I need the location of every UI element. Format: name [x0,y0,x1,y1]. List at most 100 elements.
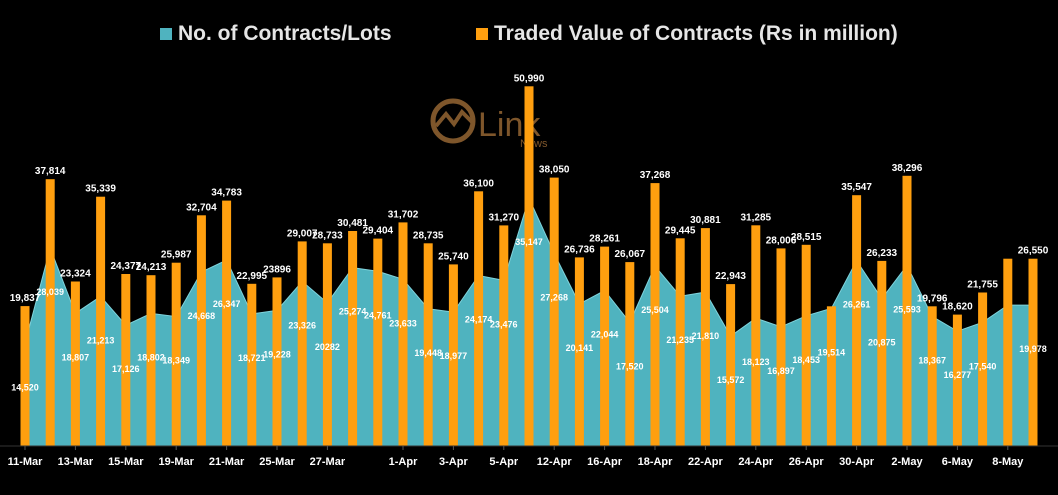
x-tick-label: 19-Mar [158,456,194,468]
traded-value-data-label: 22,943 [715,271,746,282]
traded-value-data-label: 30,881 [690,215,721,226]
legend-swatch-traded-value [476,28,488,40]
contracts-data-label: 20,875 [868,338,896,348]
x-tick-label: 11-Mar [8,456,44,468]
traded-value-data-label: 38,050 [539,165,570,176]
legend-label-traded-value: Traded Value of Contracts (Rs in million… [494,22,898,45]
traded-value-bar [625,262,635,446]
traded-value-data-label: 19,796 [917,293,948,304]
x-tick-label: 21-Mar [209,456,245,468]
traded-value-data-label: 31,270 [489,212,520,223]
traded-value-bar [1003,258,1013,446]
x-tick-label: 24-Apr [738,456,774,468]
traded-value-data-label: 24,213 [136,262,167,273]
x-tick-label: 5-Apr [489,456,518,468]
traded-value-bar [700,228,710,446]
traded-value-bar [70,281,80,446]
traded-value-bar [927,306,937,446]
contracts-data-label: 21,213 [87,335,115,345]
traded-value-bar [826,306,836,446]
traded-value-bar [549,177,559,446]
traded-value-data-label: 19,837 [10,293,41,304]
traded-value-bar [675,238,685,446]
traded-value-data-label: 34,783 [211,188,242,199]
contracts-data-label: 21,235 [666,335,694,345]
traded-value-data-label: 35,339 [85,184,116,195]
x-tick-label: 26-Apr [789,456,825,468]
contracts-data-label: 28,039 [36,287,64,297]
traded-value-data-label: 26,067 [615,249,646,260]
contracts-data-label: 24,668 [188,311,216,321]
traded-value-data-label: 26,736 [564,244,595,255]
traded-value-data-label: 25,740 [438,251,469,262]
contracts-data-label: 26,347 [213,299,241,309]
traded-value-data-label: 37,814 [35,166,66,177]
traded-value-bar [801,244,811,446]
contracts-data-label: 18,367 [918,355,946,365]
traded-value-data-label: 22,995 [237,271,268,282]
contracts-data-label: 15,572 [717,375,745,385]
traded-value-bar [978,292,988,446]
x-axis: 11-Mar 13-Mar 15-Mar 19-Mar 21-Mar 25-Mar 27-M… [0,445,1058,468]
traded-value-data-label: 29,007 [287,228,318,239]
traded-value-bar [499,225,509,446]
contracts-data-label: 18,721 [238,353,266,363]
traded-value-bar [45,179,55,446]
contracts-data-label: 27,268 [540,293,568,303]
x-tick-label: 15-Mar [108,456,144,468]
traded-value-bar [474,191,484,446]
traded-value-data-label: 50,990 [514,73,545,84]
contracts-data-label: 19,448 [414,348,442,358]
traded-value-bar [222,200,232,446]
contracts-data-label: 19,514 [818,347,846,357]
contracts-data-label: 20,141 [566,343,594,353]
watermark-zigzag [434,108,474,128]
traded-value-data-label: 21,755 [967,280,998,291]
contracts-data-label: 18,977 [440,351,468,361]
traded-value-bar [423,243,433,446]
contracts-data-label: 23,633 [389,318,417,328]
traded-value-bar [171,262,181,446]
contracts-data-label: 22,044 [591,330,619,340]
traded-value-bar [196,215,206,446]
contracts-data-label: 18,807 [62,352,90,362]
contracts-data-label: 18,802 [137,352,165,362]
traded-value-data-label: 28,006 [766,235,797,246]
traded-value-bar [96,196,106,446]
contracts-data-label: 17,520 [616,361,644,371]
contracts-data-label: 17,540 [969,361,997,371]
traded-value-data-label: 28,735 [413,230,444,241]
traded-value-data-label: 38,296 [892,163,923,174]
contracts-data-label: 24,174 [465,315,493,325]
contracts-data-label: 25,593 [893,305,921,315]
traded-value-data-label: 28,515 [791,232,822,243]
contracts-data-label: 19,228 [263,349,291,359]
legend-label-contracts: No. of Contracts/Lots [178,22,392,45]
contracts-data-label: 18,349 [162,356,190,366]
x-tick-label: 27-Mar [310,456,346,468]
x-tick-label: 2-May [891,456,923,468]
traded-value-data-label: 23896 [263,264,291,275]
traded-value-bar [751,225,761,446]
contracts-data-label: 16,277 [944,370,972,380]
traded-value-data-label: 26,550 [1018,246,1049,257]
contracts-data-label: 24,761 [364,310,392,320]
traded-value-bar [448,264,458,446]
traded-value-bar [20,306,30,446]
x-tick-label: 16-Apr [587,456,623,468]
contracts-data-label: 21,810 [692,331,720,341]
traded-value-bar [297,241,307,446]
traded-value-bar [952,314,962,446]
traded-value-data-label: 35,547 [841,182,872,193]
watermark-sub: News [520,138,548,150]
x-tick-label: 25-Mar [259,456,295,468]
x-tick-label: 6-May [942,456,974,468]
traded-value-bar [247,283,257,446]
traded-value-data-label: 32,704 [186,202,217,213]
traded-value-bar [902,175,912,447]
traded-value-data-label: 25,987 [161,250,192,261]
traded-value-data-label: 23,324 [60,269,91,280]
traded-value-data-label: 30,481 [337,218,368,229]
x-tick-label: 22-Apr [688,456,724,468]
